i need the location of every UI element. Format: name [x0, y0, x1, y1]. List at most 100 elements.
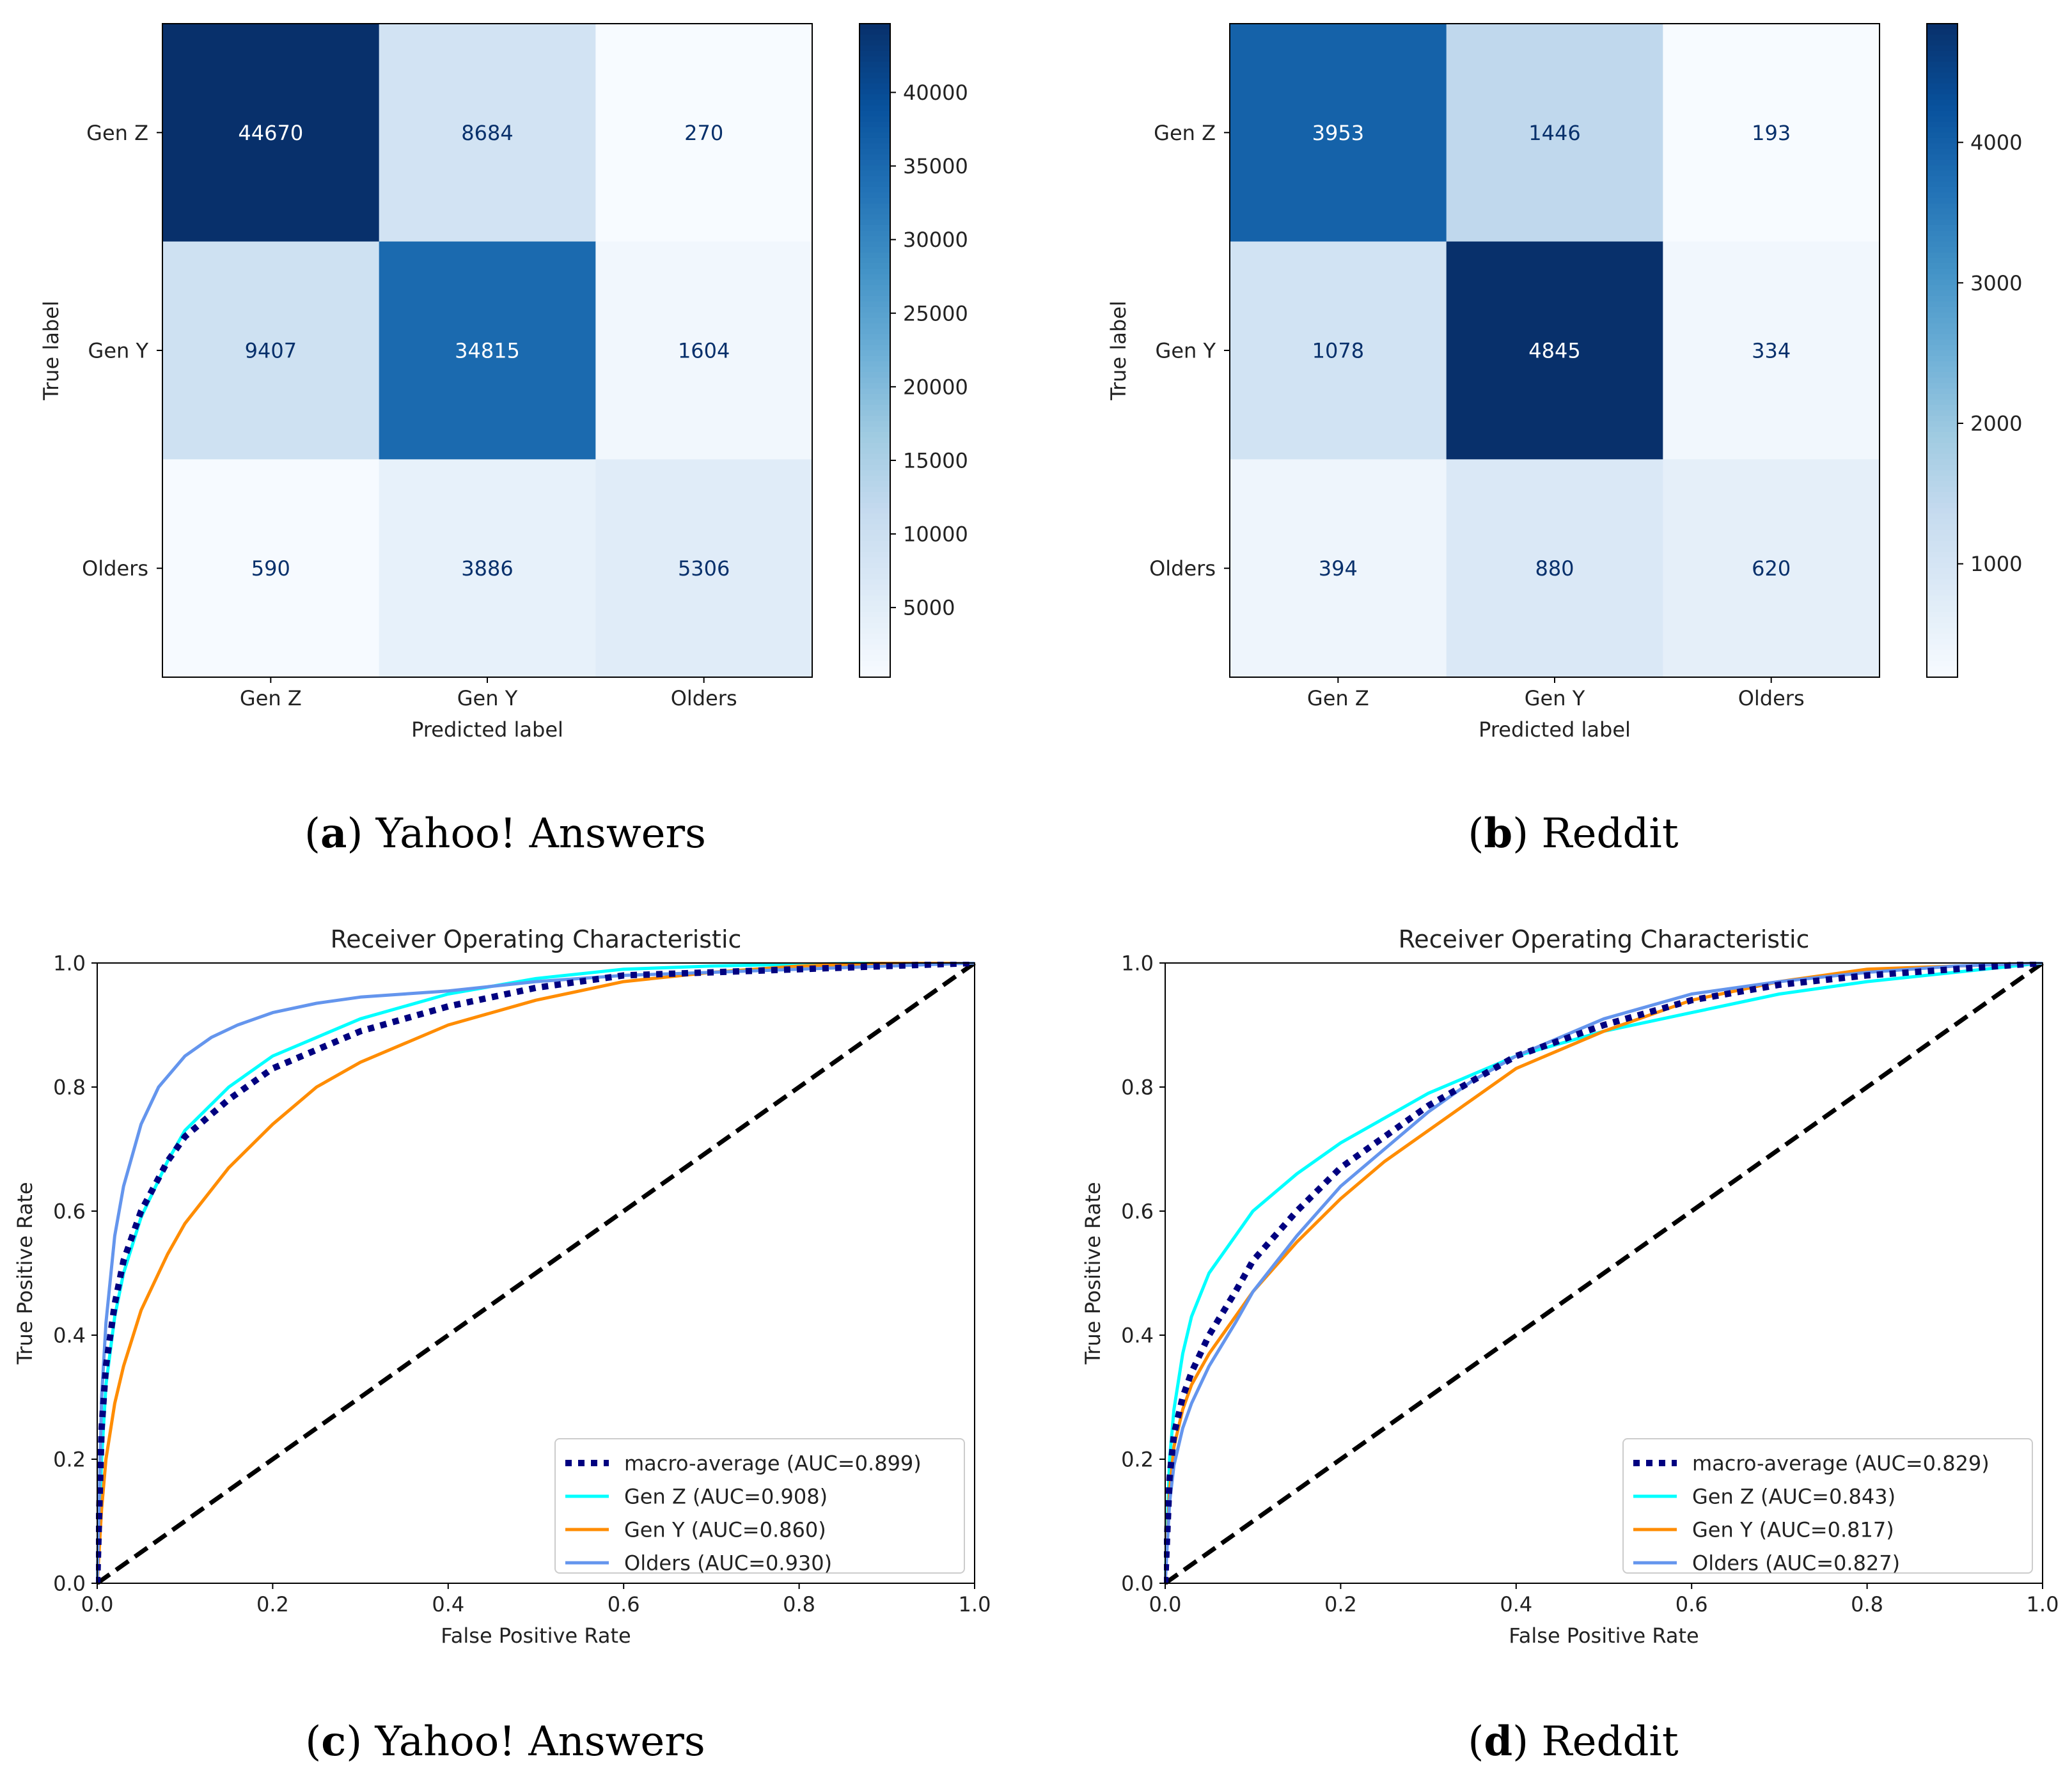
colorbar-segment: [1927, 595, 1958, 602]
colorbar-segment: [1927, 432, 1958, 439]
caption-paren-close: ): [1512, 1718, 1541, 1765]
colorbar-segment: [859, 285, 890, 292]
colorbar-segment: [1927, 524, 1958, 531]
colorbar-segment: [859, 35, 890, 41]
colorbar-segment: [859, 214, 890, 221]
colorbar-segment: [859, 377, 890, 384]
axes-frame: [97, 962, 975, 1584]
x-tick-label: 0.0: [1149, 1592, 1182, 1617]
colorbar-segment: [859, 579, 890, 586]
y-tick-label: 0.8: [53, 1076, 86, 1100]
legend-label: Gen Z (AUC=0.908): [624, 1485, 828, 1509]
colorbar-segment: [1927, 94, 1958, 101]
y-tick-label: 0.0: [1121, 1572, 1154, 1596]
x-tick-label: Gen Y: [1525, 686, 1585, 710]
colorbar-tick-label: 1000: [1970, 552, 2022, 576]
y-axis-label: True label: [1106, 301, 1131, 401]
colorbar-segment: [859, 399, 890, 405]
colorbar-segment: [859, 312, 890, 318]
x-axis-label: Predicted label: [1479, 717, 1631, 742]
colorbar-segment: [859, 503, 890, 509]
colorbar-segment: [859, 127, 890, 134]
colorbar-segment: [859, 339, 890, 346]
colorbar-segment: [1927, 105, 1958, 112]
colorbar-segment: [859, 83, 890, 90]
y-tick-label: Gen Z: [1154, 121, 1216, 145]
colorbar-segment: [859, 143, 890, 150]
cell-value-label: 34815: [455, 339, 520, 363]
colorbar-segment: [859, 208, 890, 215]
colorbar-segment: [1927, 574, 1958, 580]
colorbar-segment: [1927, 535, 1958, 542]
colorbar-segment: [859, 24, 890, 30]
y-tick-label: 1.0: [1121, 951, 1154, 976]
legend: macro-average (AUC=0.899) Gen Z (AUC=0.90…: [554, 1438, 965, 1576]
cell-value-label: 1446: [1528, 121, 1580, 145]
colorbar-segment: [859, 448, 890, 455]
colorbar-tick-label: 40000: [903, 81, 968, 105]
colorbar-segment: [859, 552, 890, 558]
colorbar-segment: [859, 89, 890, 95]
matrix-cell: [379, 241, 596, 460]
colorbar-segment: [859, 356, 890, 362]
x-tick-label: 1.0: [2027, 1592, 2059, 1617]
caption-paren-close: ): [1512, 810, 1541, 857]
colorbar-segment: [859, 524, 890, 531]
y-axis-label: True Positive Rate: [13, 1182, 37, 1365]
colorbar-tick-label: 20000: [903, 375, 968, 399]
colorbar-segment: [859, 416, 890, 422]
x-axis-label: False Positive Rate: [1509, 1624, 1699, 1648]
colorbar-segment: [859, 176, 890, 182]
cell-value-label: 4845: [1528, 339, 1580, 363]
colorbar-segment: [859, 111, 890, 117]
colorbar-segment: [1927, 317, 1958, 324]
colorbar-segment: [1927, 132, 1958, 139]
x-tick-label: Gen Z: [1307, 686, 1369, 710]
colorbar-tick-label: 3000: [1970, 271, 2022, 295]
diagonal-reference-line: [1164, 962, 2044, 1585]
y-tick-label: 0.6: [1121, 1200, 1154, 1224]
colorbar-segment: [1927, 372, 1958, 379]
colorbar-segment: [1927, 165, 1958, 171]
cell-value-label: 270: [684, 121, 723, 145]
colorbar-segment: [1927, 219, 1958, 226]
colorbar-segment: [1927, 154, 1958, 160]
colorbar-segment: [1927, 427, 1958, 433]
colorbar-segment: [859, 513, 890, 520]
colorbar-segment: [1927, 181, 1958, 188]
colorbar-segment: [1927, 579, 1958, 586]
colorbar-segment: [1927, 394, 1958, 400]
colorbar-segment: [859, 427, 890, 433]
colorbar-segment: [859, 165, 890, 171]
caption-letter: b: [1484, 810, 1512, 857]
colorbar-segment: [859, 361, 890, 368]
colorbar-segment: [859, 671, 890, 678]
colorbar-segment: [1927, 24, 1958, 30]
x-tick-label: 0.2: [256, 1592, 289, 1617]
colorbar-segment: [1927, 486, 1958, 493]
colorbar-segment: [859, 644, 890, 651]
matrix-cell: [379, 459, 596, 678]
colorbar-segment: [1927, 459, 1958, 466]
colorbar-segment: [1927, 442, 1958, 450]
colorbar-segment: [1927, 269, 1958, 275]
cell-value-label: 1078: [1312, 339, 1364, 363]
colorbar-segment: [1927, 350, 1958, 357]
colorbar-segment: [859, 40, 890, 46]
caption-paren-open: (: [1468, 810, 1484, 857]
y-tick-label: 0.2: [1121, 1448, 1154, 1472]
colorbar-segment: [1927, 628, 1958, 634]
colorbar-segment: [859, 584, 890, 591]
colorbar-segment: [859, 394, 890, 400]
caption-text: Yahoo! Answers: [375, 1718, 705, 1765]
colorbar-segment: [859, 437, 890, 444]
colorbar-segment: [859, 187, 890, 193]
colorbar-segment: [1927, 137, 1958, 145]
roc-series-line-1: [1164, 962, 2043, 1584]
caption-text: Reddit: [1541, 810, 1678, 857]
confusion-matrix-a: 44670 8684 270 9407 34815 1604 590 3886 5306 Gen …: [39, 23, 968, 742]
colorbar-segment: [859, 497, 890, 504]
colorbar-segment: [1927, 453, 1958, 460]
chart-title: Receiver Operating Characteristic: [1399, 925, 1810, 953]
colorbar-segment: [1927, 225, 1958, 231]
